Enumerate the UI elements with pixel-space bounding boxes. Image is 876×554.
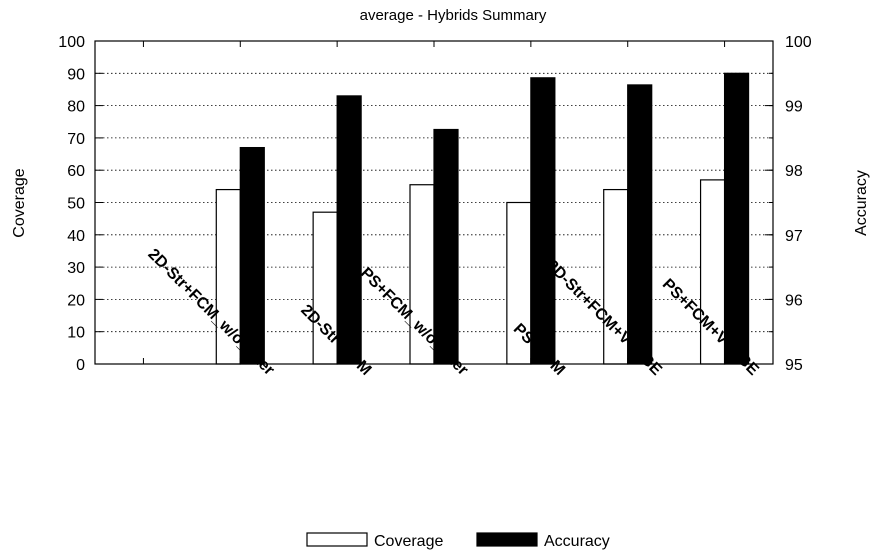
chart-title: average - Hybrids Summary — [360, 7, 547, 24]
legend: Coverage Accuracy — [306, 532, 610, 550]
legend-swatch-accuracy — [476, 532, 538, 547]
legend-label-coverage: Coverage — [374, 533, 443, 550]
bar-accuracy — [433, 128, 459, 365]
y-tick-label-left: 100 — [58, 34, 85, 51]
bar-accuracy — [723, 72, 750, 365]
bar-accuracy — [530, 77, 556, 365]
y-axis-label-left: Coverage — [11, 168, 28, 237]
y-axis-label-right: Accuracy — [853, 170, 870, 236]
y-tick-label-left: 70 — [67, 131, 85, 148]
y-tick-label-right: 95 — [785, 357, 803, 374]
y-tick-label-left: 90 — [67, 66, 85, 83]
y-tick-label-right: 97 — [785, 228, 803, 245]
y-tick-label-left: 30 — [67, 260, 85, 277]
y-tick-label-left: 60 — [67, 163, 85, 180]
y-tick-label-right: 99 — [785, 99, 803, 116]
y-tick-label-left: 80 — [67, 99, 85, 116]
y-tick-label-left: 40 — [67, 228, 85, 245]
bar-coverage — [603, 188, 629, 365]
legend-label-accuracy: Accuracy — [544, 533, 610, 550]
y-tick-label-left: 50 — [67, 196, 85, 213]
y-tick-label-right: 100 — [785, 34, 812, 51]
y-tick-label-left: 10 — [67, 325, 85, 342]
bar-accuracy — [336, 95, 362, 365]
y-tick-label-left: 0 — [76, 357, 85, 374]
gridlines — [95, 72, 773, 333]
bar-accuracy — [239, 146, 265, 365]
y-tick-label-right: 98 — [785, 163, 803, 180]
bars — [215, 72, 750, 365]
ticks: 0 10 20 30 40 50 60 70 80 90 100 95 96 97 98 99 100 — [58, 34, 812, 374]
bar-coverage — [699, 179, 726, 365]
bar-accuracy — [627, 84, 653, 365]
y-tick-label-right: 96 — [785, 292, 803, 309]
y-tick-label-left: 20 — [67, 292, 85, 309]
legend-swatch-coverage — [306, 532, 368, 547]
